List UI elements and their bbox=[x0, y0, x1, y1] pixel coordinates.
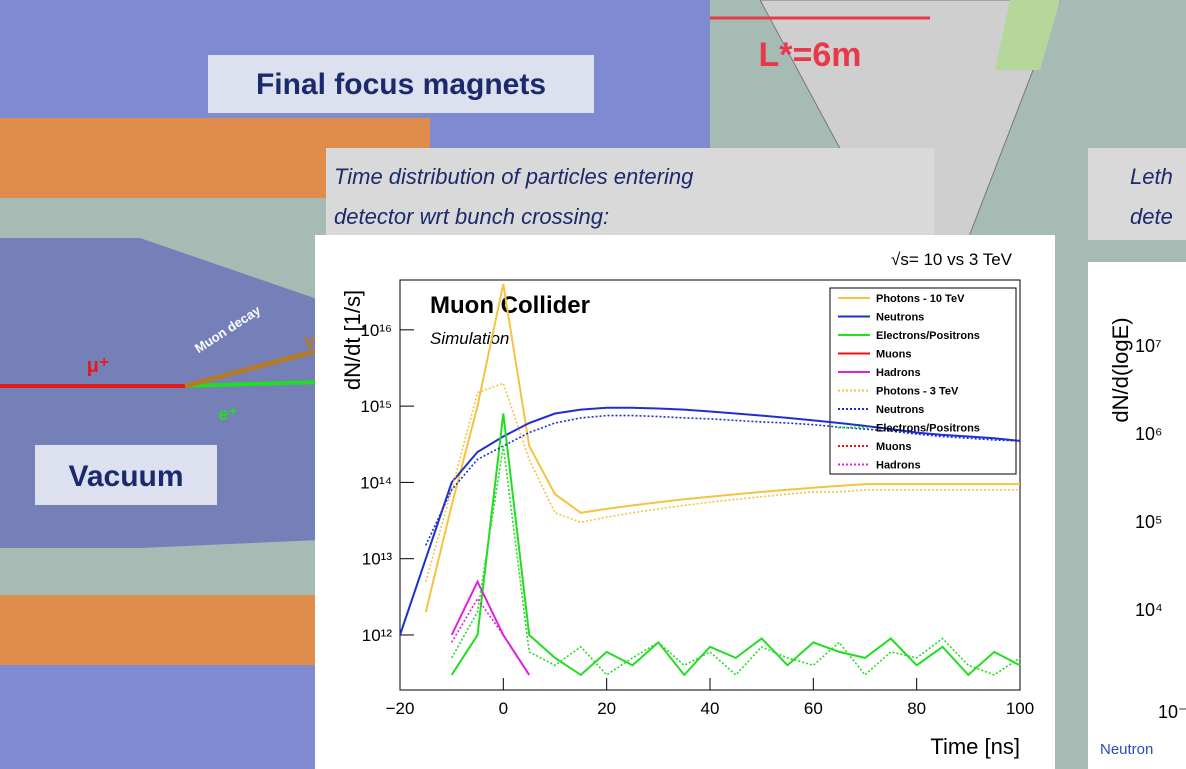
chart-title: Muon Collider bbox=[430, 292, 590, 319]
x-tick-label: 80 bbox=[907, 699, 926, 718]
electron-label: e⁺ bbox=[218, 404, 238, 424]
slide: L*=6m Final focus magnets Vacuum μ⁺ e⁺ M… bbox=[0, 0, 1186, 769]
right-tick: 10⁵ bbox=[1135, 512, 1162, 532]
right-footer: Neutron bbox=[1100, 741, 1153, 758]
vacuum-label: Vacuum bbox=[68, 460, 183, 493]
legend-label: Photons - 10 TeV bbox=[876, 293, 965, 305]
magnets-label: Final focus magnets bbox=[256, 68, 546, 101]
right-tick: 10⁴ bbox=[1135, 600, 1163, 620]
chart-subtitle: Simulation bbox=[430, 329, 509, 348]
y-tick-label: 10¹⁵ bbox=[360, 397, 392, 416]
legend-label: Hadrons bbox=[876, 460, 921, 472]
right-ylabel: dN/d(logE) bbox=[1108, 317, 1133, 422]
x-tick-label: 40 bbox=[701, 699, 720, 718]
x-tick-label: 20 bbox=[597, 699, 616, 718]
legend-label: Neutrons bbox=[876, 404, 924, 416]
x-tick-label: 60 bbox=[804, 699, 823, 718]
neutrino-label: ν bbox=[304, 331, 315, 353]
caption: dete bbox=[1130, 204, 1173, 229]
magnet-block bbox=[0, 665, 320, 769]
legend-label: Neutrons bbox=[876, 312, 924, 324]
y-tick-label: 10¹⁶ bbox=[360, 321, 392, 340]
lstar-label: L*=6m bbox=[759, 36, 862, 74]
x-tick-label: 0 bbox=[499, 699, 508, 718]
x-axis-label: Time [ns] bbox=[930, 734, 1020, 759]
legend-label: Photons - 3 TeV bbox=[876, 386, 959, 398]
legend-label: Hadrons bbox=[876, 367, 921, 379]
x-tick-label: −20 bbox=[386, 699, 415, 718]
caption: Leth bbox=[1130, 164, 1173, 189]
right-tick: 10⁻ bbox=[1158, 702, 1186, 722]
muon-label: μ⁺ bbox=[87, 355, 110, 377]
orange-band bbox=[0, 595, 320, 665]
annotation: √s= 10 vs 3 TeV bbox=[891, 250, 1013, 269]
y-tick-label: 10¹² bbox=[362, 626, 393, 645]
caption: Time distribution of particles entering bbox=[334, 164, 694, 189]
legend-label: Electrons/Positrons bbox=[876, 423, 980, 435]
legend-label: Muons bbox=[876, 349, 911, 361]
y-tick-label: 10¹³ bbox=[362, 550, 393, 569]
right-tick: 10⁷ bbox=[1135, 336, 1162, 356]
y-tick-label: 10¹⁴ bbox=[360, 473, 392, 492]
right-tick: 10⁶ bbox=[1135, 424, 1162, 444]
legend-label: Muons bbox=[876, 441, 911, 453]
y-axis-label: dN/dt [1/s] bbox=[340, 290, 365, 390]
legend-label: Electrons/Positrons bbox=[876, 330, 980, 342]
caption: detector wrt bunch crossing: bbox=[334, 204, 609, 229]
x-tick-label: 100 bbox=[1006, 699, 1034, 718]
